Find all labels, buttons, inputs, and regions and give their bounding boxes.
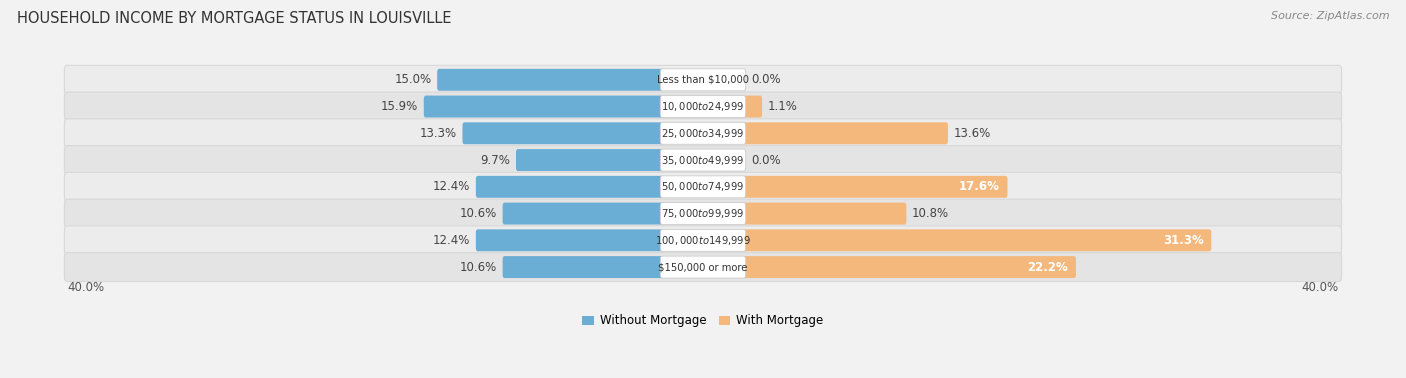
Text: 9.7%: 9.7%	[481, 153, 510, 167]
FancyBboxPatch shape	[65, 119, 1341, 148]
Text: 13.6%: 13.6%	[953, 127, 991, 140]
FancyBboxPatch shape	[742, 96, 762, 118]
FancyBboxPatch shape	[437, 69, 664, 91]
Text: $75,000 to $99,999: $75,000 to $99,999	[661, 207, 745, 220]
Text: 15.9%: 15.9%	[381, 100, 418, 113]
Text: $100,000 to $149,999: $100,000 to $149,999	[655, 234, 751, 247]
FancyBboxPatch shape	[65, 172, 1341, 201]
Text: 31.3%: 31.3%	[1163, 234, 1204, 247]
FancyBboxPatch shape	[742, 122, 948, 144]
FancyBboxPatch shape	[742, 176, 1008, 198]
Text: HOUSEHOLD INCOME BY MORTGAGE STATUS IN LOUISVILLE: HOUSEHOLD INCOME BY MORTGAGE STATUS IN L…	[17, 11, 451, 26]
FancyBboxPatch shape	[463, 122, 664, 144]
FancyBboxPatch shape	[423, 96, 664, 118]
Text: 17.6%: 17.6%	[959, 180, 1000, 193]
Text: 10.6%: 10.6%	[460, 260, 496, 274]
Text: 13.3%: 13.3%	[419, 127, 457, 140]
FancyBboxPatch shape	[65, 65, 1341, 94]
FancyBboxPatch shape	[65, 199, 1341, 228]
FancyBboxPatch shape	[65, 146, 1341, 175]
Text: 40.0%: 40.0%	[67, 280, 104, 294]
FancyBboxPatch shape	[502, 256, 664, 278]
FancyBboxPatch shape	[661, 229, 745, 251]
FancyBboxPatch shape	[742, 229, 1212, 251]
Text: $10,000 to $24,999: $10,000 to $24,999	[661, 100, 745, 113]
FancyBboxPatch shape	[65, 253, 1341, 282]
FancyBboxPatch shape	[661, 69, 745, 91]
FancyBboxPatch shape	[661, 96, 745, 118]
FancyBboxPatch shape	[661, 176, 745, 198]
Text: $50,000 to $74,999: $50,000 to $74,999	[661, 180, 745, 193]
Text: Source: ZipAtlas.com: Source: ZipAtlas.com	[1271, 11, 1389, 21]
Text: 22.2%: 22.2%	[1028, 260, 1069, 274]
FancyBboxPatch shape	[65, 92, 1341, 121]
FancyBboxPatch shape	[65, 226, 1341, 255]
Text: 12.4%: 12.4%	[433, 234, 470, 247]
Legend: Without Mortgage, With Mortgage: Without Mortgage, With Mortgage	[578, 310, 828, 332]
FancyBboxPatch shape	[742, 203, 907, 225]
FancyBboxPatch shape	[661, 256, 745, 278]
FancyBboxPatch shape	[661, 149, 745, 171]
Text: 15.0%: 15.0%	[395, 73, 432, 86]
FancyBboxPatch shape	[475, 229, 664, 251]
Text: $25,000 to $34,999: $25,000 to $34,999	[661, 127, 745, 140]
Text: $150,000 or more: $150,000 or more	[658, 262, 748, 272]
Text: 10.8%: 10.8%	[912, 207, 949, 220]
Text: 0.0%: 0.0%	[751, 73, 780, 86]
FancyBboxPatch shape	[661, 122, 745, 144]
FancyBboxPatch shape	[516, 149, 664, 171]
Text: $35,000 to $49,999: $35,000 to $49,999	[661, 153, 745, 167]
Text: Less than $10,000: Less than $10,000	[657, 75, 749, 85]
FancyBboxPatch shape	[475, 176, 664, 198]
Text: 12.4%: 12.4%	[433, 180, 470, 193]
FancyBboxPatch shape	[661, 203, 745, 225]
Text: 10.6%: 10.6%	[460, 207, 496, 220]
FancyBboxPatch shape	[742, 256, 1076, 278]
Text: 40.0%: 40.0%	[1302, 280, 1339, 294]
Text: 0.0%: 0.0%	[751, 153, 780, 167]
FancyBboxPatch shape	[502, 203, 664, 225]
Text: 1.1%: 1.1%	[768, 100, 797, 113]
